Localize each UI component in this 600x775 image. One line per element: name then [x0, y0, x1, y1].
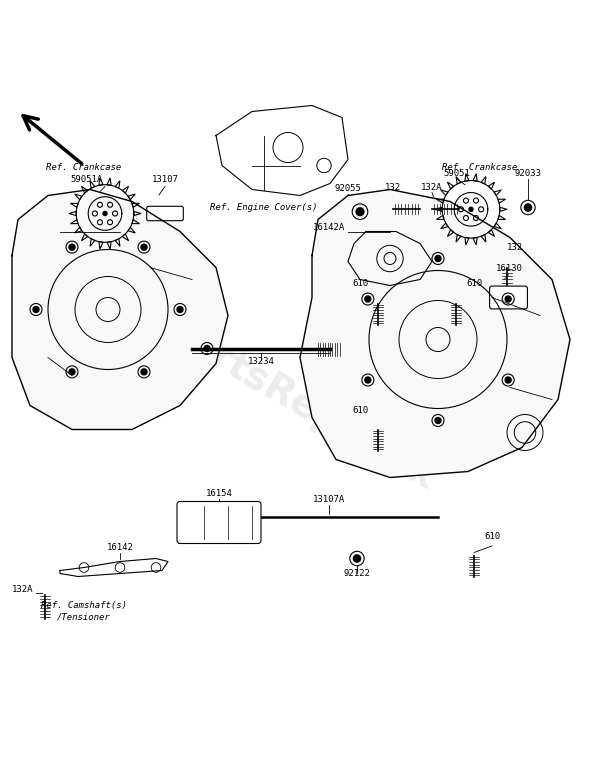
Circle shape: [505, 296, 511, 302]
Text: 13234: 13234: [248, 356, 274, 366]
Text: 16130: 16130: [496, 264, 522, 273]
Circle shape: [435, 418, 441, 423]
Text: 16142A: 16142A: [313, 223, 345, 232]
Text: 610: 610: [484, 532, 500, 541]
Polygon shape: [216, 105, 348, 195]
Circle shape: [141, 244, 147, 250]
Circle shape: [435, 256, 441, 261]
Text: 132: 132: [507, 243, 523, 252]
Text: 610: 610: [466, 278, 482, 288]
Text: Ref. Crankcase: Ref. Crankcase: [442, 164, 518, 172]
Circle shape: [33, 306, 39, 312]
FancyBboxPatch shape: [147, 206, 184, 221]
FancyBboxPatch shape: [490, 286, 527, 309]
Text: 59051: 59051: [444, 169, 470, 177]
Text: 13107A: 13107A: [313, 494, 345, 504]
Polygon shape: [348, 232, 432, 285]
Text: Ref. Engine Cover(s): Ref. Engine Cover(s): [210, 204, 318, 212]
Circle shape: [177, 306, 183, 312]
Text: 132A: 132A: [11, 584, 33, 594]
Text: Ref. Camshaft(s): Ref. Camshaft(s): [41, 601, 127, 610]
Text: 13107: 13107: [152, 174, 178, 184]
Text: PartsRepublik: PartsRepublik: [158, 312, 442, 498]
Circle shape: [204, 346, 210, 352]
Text: 132: 132: [385, 182, 401, 191]
Text: Ref. Crankcase: Ref. Crankcase: [46, 164, 122, 172]
Text: 132A: 132A: [421, 182, 443, 191]
Polygon shape: [12, 190, 228, 429]
Circle shape: [103, 212, 107, 215]
Circle shape: [524, 204, 532, 211]
Circle shape: [141, 369, 147, 375]
Text: /Tensioner: /Tensioner: [57, 613, 111, 622]
Circle shape: [365, 377, 371, 383]
Circle shape: [69, 369, 75, 375]
Text: 610: 610: [352, 405, 368, 415]
Polygon shape: [300, 190, 570, 477]
Circle shape: [365, 296, 371, 302]
Text: 92122: 92122: [344, 570, 370, 578]
Text: 92033: 92033: [515, 169, 541, 177]
Text: 16154: 16154: [206, 488, 232, 498]
Circle shape: [356, 208, 364, 215]
Text: 610: 610: [352, 278, 368, 288]
Circle shape: [353, 555, 361, 562]
Circle shape: [69, 244, 75, 250]
Circle shape: [505, 377, 511, 383]
Text: 92055: 92055: [335, 184, 361, 193]
Circle shape: [469, 207, 473, 212]
Polygon shape: [60, 559, 168, 577]
FancyBboxPatch shape: [177, 501, 261, 543]
Text: 16142: 16142: [107, 542, 133, 552]
Text: 59051A: 59051A: [71, 174, 103, 184]
